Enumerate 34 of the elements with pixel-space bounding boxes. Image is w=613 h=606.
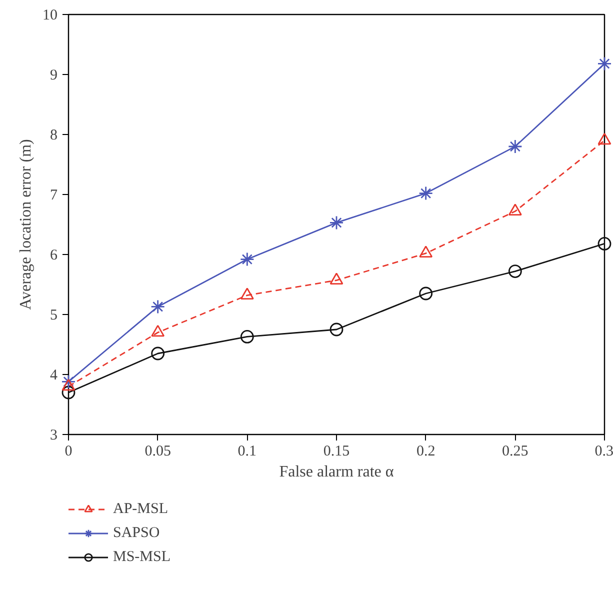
legend-label: MS-MSL — [113, 548, 171, 566]
x-tick-label: 0.2 — [416, 444, 436, 460]
point — [597, 56, 612, 71]
y-tick-label: 3 — [50, 428, 58, 444]
point — [508, 139, 522, 154]
legend-label: SAPSO — [113, 524, 160, 542]
y-tick-label: 9 — [50, 68, 58, 84]
point — [240, 330, 254, 344]
y-tick-label: 4 — [50, 368, 58, 384]
y-tick-label: 6 — [50, 248, 58, 264]
x-axis-title: False alarm rate α — [279, 464, 394, 480]
y-tick-label: 10 — [42, 8, 58, 24]
x-tick-label: 0.3 — [594, 444, 613, 460]
x-tick-label: 0.25 — [502, 444, 528, 460]
x-tick-label: 0 — [64, 444, 72, 460]
y-tick-label: 8 — [50, 128, 58, 144]
y-tick-label: 5 — [50, 308, 58, 324]
point — [419, 286, 433, 300]
point — [150, 300, 166, 314]
y-tick-label: 7 — [50, 188, 58, 204]
x-tick-label: 0.05 — [144, 444, 171, 460]
point — [240, 252, 254, 266]
point — [418, 186, 434, 200]
point — [508, 264, 522, 278]
point — [330, 322, 344, 336]
y-axis-title: Average location error (m) — [18, 139, 34, 310]
point — [151, 346, 165, 360]
point — [62, 386, 76, 400]
point — [61, 374, 76, 389]
x-tick-label: 0.1 — [238, 444, 257, 460]
legend-label: AP-MSL — [113, 500, 168, 518]
point — [598, 237, 612, 250]
x-tick-label: 0.15 — [323, 444, 350, 460]
point — [329, 216, 344, 230]
